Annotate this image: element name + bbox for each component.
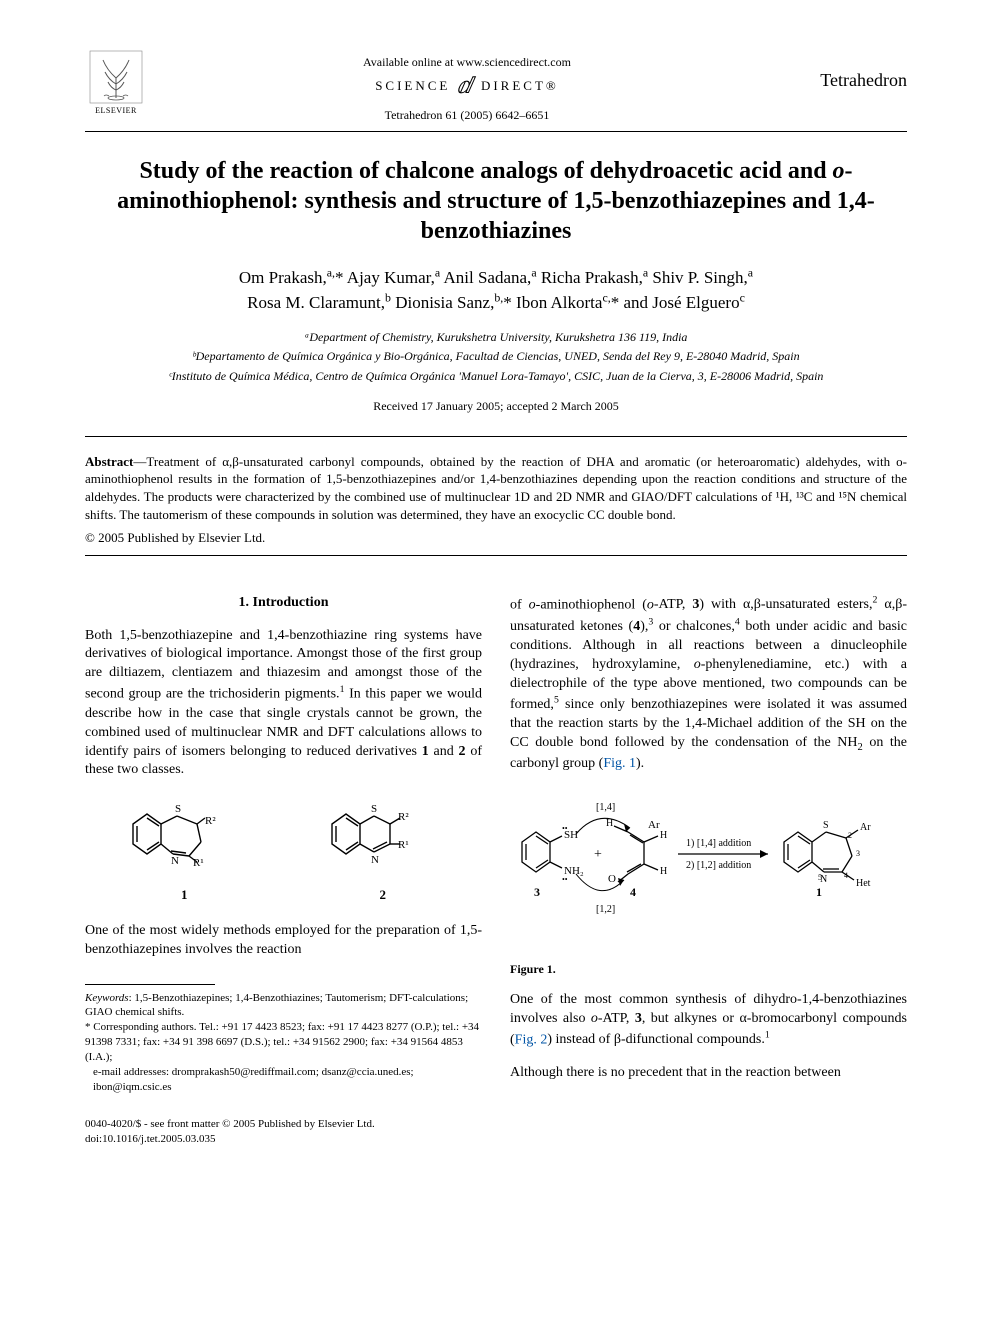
svg-text:••: ••: [562, 875, 568, 884]
elsevier-tree-icon: [89, 50, 143, 104]
col2-para1: of o-aminothiophenol (o-ATP, 3) with α,β…: [510, 594, 907, 774]
col2-para3: Although there is no precedent that in t…: [510, 1064, 907, 1083]
fig1-link[interactable]: Fig. 1: [603, 756, 636, 771]
keywords-label: Keywords: [85, 992, 129, 1004]
abstract-label: Abstract: [85, 454, 133, 469]
r2-label: R²: [205, 815, 216, 827]
dates: Received 17 January 2005; accepted 2 Mar…: [85, 398, 907, 414]
abstract-top-rule: [85, 436, 907, 437]
svg-text:1: 1: [816, 885, 822, 899]
svg-text:H: H: [660, 866, 667, 877]
svg-text:2) [1,2] addition: 2) [1,2] addition: [686, 860, 751, 871]
svg-text:[1,4]: [1,4]: [596, 802, 615, 813]
right-column: of o-aminothiophenol (o-ATP, 3) with α,β…: [510, 594, 907, 1097]
svg-text:••: ••: [562, 824, 568, 833]
footnote-rule: [85, 984, 215, 985]
elsevier-label: ELSEVIER: [95, 106, 137, 117]
bottom-line2: doi:10.1016/j.tet.2005.03.035: [85, 1132, 907, 1147]
svg-text:4: 4: [630, 885, 636, 899]
s-atom: S: [175, 803, 181, 815]
svg-text:1) [1,4] addition: 1) [1,4] addition: [686, 838, 751, 849]
abstract-body: —Treatment of α,β-unsaturated carbonyl c…: [85, 454, 907, 522]
sciencedirect-logo: SCIENCE ⅆ DIRECT®: [375, 77, 559, 95]
available-line: Available online at www.sciencedirect.co…: [147, 54, 787, 70]
n-atom: N: [171, 855, 179, 867]
col2-para2: One of the most common synthesis of dihy…: [510, 991, 907, 1050]
structure-2: S N R² R¹ 2: [318, 794, 448, 904]
journal-name: Tetrahedron: [787, 50, 907, 92]
abstract: Abstract—Treatment of α,β-unsaturated ca…: [85, 453, 907, 523]
sd-left: SCIENCE: [375, 77, 450, 95]
footnote-emails: e-mail addresses: dromprakash50@rediffma…: [85, 1065, 482, 1095]
struct-1-number: 1: [119, 886, 249, 904]
svg-text:Ar: Ar: [648, 819, 660, 831]
affiliation-b: ᵇDepartamento de Química Orgánica y Bio-…: [85, 348, 907, 364]
col1-para1: Both 1,5-benzothiazepine and 1,4-benzoth…: [85, 627, 482, 781]
authors: Om Prakash,a,* Ajay Kumar,a Anil Sadana,…: [85, 264, 907, 315]
svg-text:5: 5: [818, 873, 822, 882]
n-atom: N: [371, 854, 379, 866]
svg-text:+: +: [594, 847, 602, 862]
bottom-line1: 0040-4020/$ - see front matter © 2005 Pu…: [85, 1117, 907, 1132]
header-rule: [85, 131, 907, 132]
keywords-body: : 1,5-Benzothiazepines; 1,4-Benzothiazin…: [85, 992, 468, 1019]
footnote-keywords: Keywords: 1,5-Benzothiazepines; 1,4-Benz…: [85, 991, 482, 1021]
struct-2-number: 2: [318, 886, 448, 904]
r2-label: R²: [398, 811, 409, 823]
copyright: © 2005 Published by Elsevier Ltd.: [85, 529, 907, 547]
authors-line1: Om Prakash,a,* Ajay Kumar,a Anil Sadana,…: [239, 268, 753, 287]
sd-swirl-icon: ⅆ: [456, 77, 475, 95]
svg-text:4: 4: [844, 871, 848, 880]
s-atom: S: [371, 803, 377, 815]
svg-text:2: 2: [848, 831, 852, 840]
journal-ref: Tetrahedron 61 (2005) 6642–6651: [147, 107, 787, 123]
svg-text:H: H: [660, 830, 667, 841]
fig2-link[interactable]: Fig. 2: [515, 1032, 548, 1047]
svg-text:O: O: [608, 873, 616, 885]
header-row: ELSEVIER Available online at www.science…: [85, 50, 907, 123]
elsevier-logo: ELSEVIER: [85, 50, 147, 120]
col1-para2: One of the most widely methods employed …: [85, 922, 482, 960]
svg-text:S: S: [823, 820, 829, 831]
article-title: Study of the reaction of chalcone analog…: [85, 156, 907, 246]
structures-1-2: S N R² R¹ 1: [85, 794, 482, 904]
svg-text:3: 3: [534, 885, 540, 899]
svg-text:3: 3: [856, 849, 860, 858]
r1-label: R¹: [193, 857, 204, 869]
affiliation-c: ᶜInstituto de Química Médica, Centro de …: [85, 368, 907, 384]
center-header: Available online at www.sciencedirect.co…: [147, 50, 787, 123]
footnote-corresponding: * Corresponding authors. Tel.: +91 17 44…: [85, 1020, 482, 1065]
body-columns: 1. Introduction Both 1,5-benzothiazepine…: [85, 594, 907, 1097]
figure-1: SH •• NH₂ •• 3 +: [510, 788, 907, 977]
figure-1-caption: Figure 1.: [510, 961, 907, 977]
svg-text:Het: Het: [856, 878, 871, 889]
authors-line2: Rosa M. Claramunt,b Dionisia Sanz,b,* Ib…: [247, 293, 745, 312]
structure-1: S N R² R¹ 1: [119, 794, 249, 904]
r1-label: R¹: [398, 839, 409, 851]
affiliation-a: ᵃDepartment of Chemistry, Kurukshetra Un…: [85, 329, 907, 345]
svg-text:[1,2]: [1,2]: [596, 904, 615, 915]
svg-text:Ar: Ar: [860, 822, 871, 833]
page-root: ELSEVIER Available online at www.science…: [0, 0, 992, 1187]
section-1-heading: 1. Introduction: [85, 594, 482, 613]
abstract-bottom-rule: [85, 555, 907, 556]
sd-right: DIRECT®: [481, 77, 559, 95]
left-column: 1. Introduction Both 1,5-benzothiazepine…: [85, 594, 482, 1097]
